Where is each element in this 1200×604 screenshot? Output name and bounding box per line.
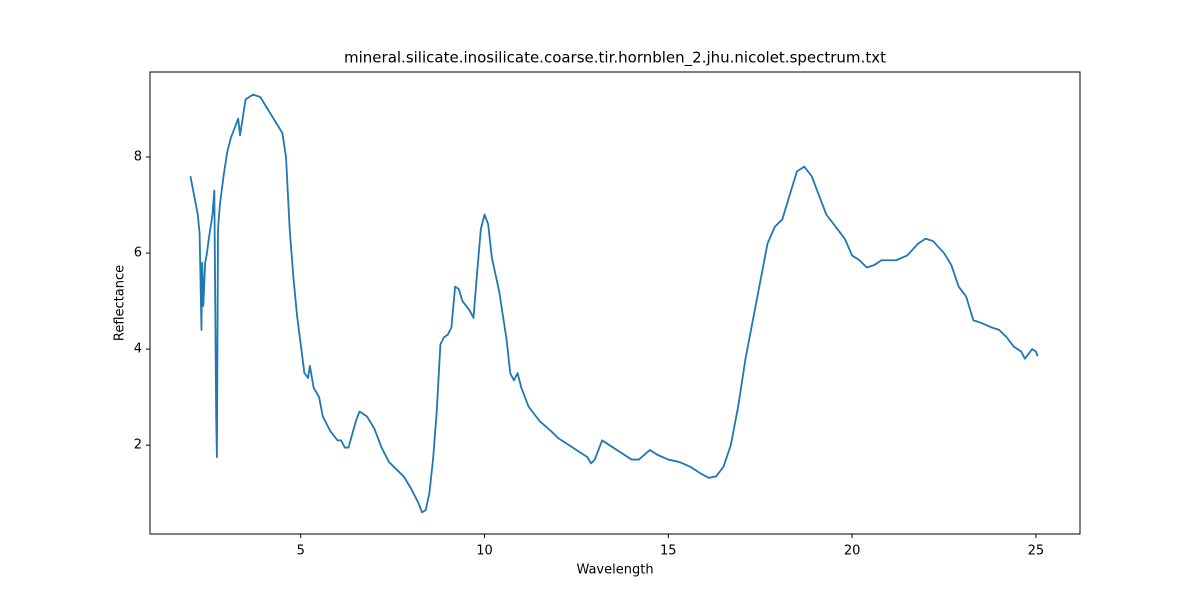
x-axis-label: Wavelength bbox=[576, 563, 653, 578]
y-axis-label: Reflectance bbox=[113, 265, 128, 341]
x-tick-label: 5 bbox=[297, 544, 305, 559]
x-tick-label: 15 bbox=[660, 544, 677, 559]
x-tick-label: 20 bbox=[844, 544, 861, 559]
y-tick-label: 4 bbox=[134, 342, 142, 357]
x-tick-label: 10 bbox=[476, 544, 493, 559]
y-tick-label: 2 bbox=[134, 438, 142, 453]
y-tick-label: 8 bbox=[134, 150, 142, 165]
data-line bbox=[189, 93, 1039, 514]
y-tick-label: 6 bbox=[134, 246, 142, 261]
x-tick-label: 25 bbox=[1028, 544, 1045, 559]
chart-title: mineral.silicate.inosilicate.coarse.tir.… bbox=[344, 49, 886, 68]
plot-frame bbox=[149, 71, 1081, 535]
